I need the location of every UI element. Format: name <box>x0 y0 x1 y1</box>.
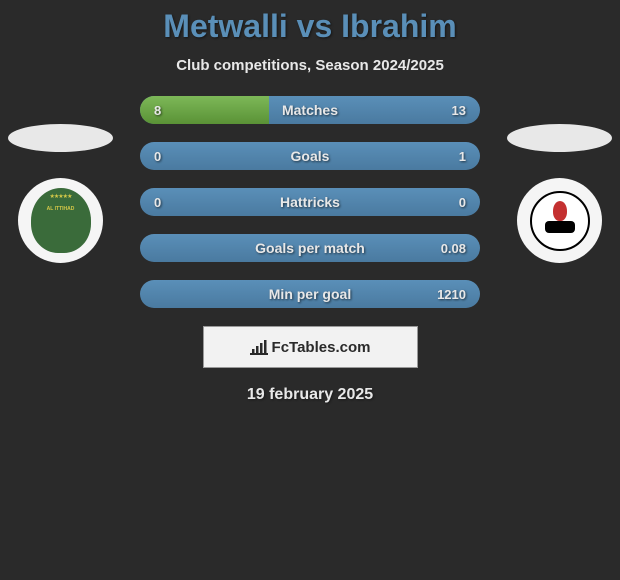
date-label: 19 february 2025 <box>0 386 620 404</box>
stat-label: Goals per match <box>255 240 365 256</box>
stat-value-left: 0 <box>154 195 161 210</box>
stat-value-left: 0 <box>154 149 161 164</box>
stat-row: 0 Hattricks 0 <box>140 188 480 216</box>
stat-row: Min per goal 1210 <box>140 280 480 308</box>
stat-value-right: 1210 <box>437 287 466 302</box>
flag-left <box>8 124 113 152</box>
stat-value-right: 0 <box>459 195 466 210</box>
subtitle: Club competitions, Season 2024/2025 <box>0 57 620 74</box>
team-badge-right <box>517 178 602 263</box>
main-container: Metwalli vs Ibrahim Club competitions, S… <box>0 0 620 404</box>
stat-row: 0 Goals 1 <box>140 142 480 170</box>
stat-label: Matches <box>282 102 338 118</box>
stat-value-right: 13 <box>452 103 466 118</box>
stat-label: Hattricks <box>280 194 340 210</box>
enppi-badge-icon <box>530 191 590 251</box>
fctables-logo: FcTables.com <box>250 339 371 356</box>
flag-right <box>507 124 612 152</box>
fctables-logo-box[interactable]: FcTables.com <box>203 326 418 368</box>
page-title: Metwalli vs Ibrahim <box>0 8 620 45</box>
logo-label: FcTables.com <box>272 339 371 356</box>
stat-row: Goals per match 0.08 <box>140 234 480 262</box>
stat-value-right: 1 <box>459 149 466 164</box>
stat-label: Goals <box>291 148 330 164</box>
flame-icon <box>553 201 567 221</box>
stars-icon: ★★★★★ <box>50 193 72 200</box>
stat-label: Min per goal <box>269 286 351 302</box>
stats-panel: 8 Matches 13 0 Goals 1 0 Hattricks 0 Goals per ma… <box>140 96 480 308</box>
stat-value-right: 0.08 <box>441 241 466 256</box>
chart-icon <box>250 339 268 355</box>
alittihad-badge-icon: ★★★★★ <box>31 188 91 253</box>
stat-value-left: 8 <box>154 103 161 118</box>
team-badge-left: ★★★★★ <box>18 178 103 263</box>
stat-row: 8 Matches 13 <box>140 96 480 124</box>
